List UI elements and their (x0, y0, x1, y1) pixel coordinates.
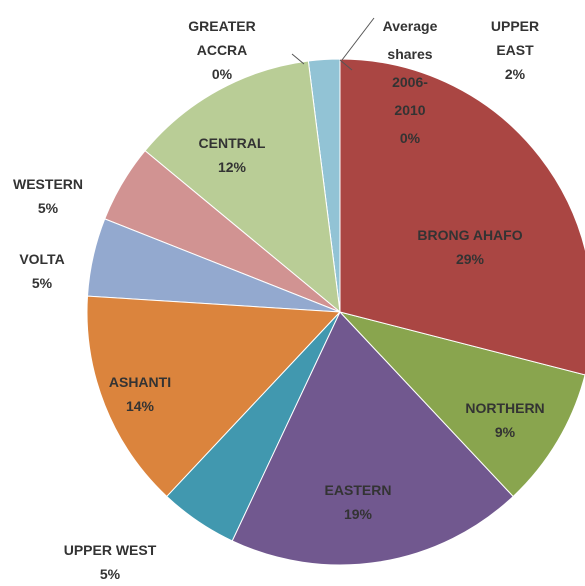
label-value: 0% (399, 130, 421, 146)
leader-line (341, 17, 375, 61)
label-category: NORTHERN (465, 400, 545, 416)
data-label: GREATER ACCRA 0% (177, 14, 267, 86)
pie-slice (86, 295, 342, 498)
data-label: ASHANTI 14% (90, 370, 190, 418)
label-category: UPPER WEST (63, 542, 157, 558)
leader-line (339, 59, 353, 71)
data-label: NORTHERN 9% (445, 396, 565, 444)
data-label: EASTERN 19% (298, 478, 418, 526)
leader-line (291, 53, 305, 65)
data-label: WESTERN 5% (8, 172, 88, 220)
pie-slice (339, 58, 585, 376)
data-label: CENTRAL 12% (182, 131, 282, 179)
data-label: Average shares 2006-2010 0% (379, 12, 441, 152)
label-category: WESTERN (13, 176, 83, 192)
label-value: 19% (343, 506, 373, 522)
data-label: UPPER WEST 5% (45, 538, 175, 586)
pie-slice (144, 60, 341, 314)
label-category: BRONG AHAFO (417, 227, 523, 243)
data-label: VOLTA 5% (7, 247, 77, 295)
label-value: 5% (37, 200, 59, 216)
label-category: ASHANTI (108, 374, 172, 390)
pie-slice (338, 311, 585, 498)
label-category: GREATER ACCRA (188, 18, 256, 58)
data-label: BRONG AHAFO 29% (400, 223, 540, 271)
label-value: 2% (504, 66, 526, 82)
label-category: CENTRAL (198, 135, 266, 151)
pie-slice (231, 311, 514, 566)
label-category: VOLTA (19, 251, 65, 267)
label-value: 12% (217, 159, 247, 175)
label-value: 29% (455, 251, 485, 267)
label-value: 0% (211, 66, 233, 82)
label-category: Average shares 2006-2010 (382, 18, 438, 118)
label-category: EASTERN (324, 482, 392, 498)
data-label: UPPER EAST 2% (480, 14, 550, 86)
label-category: UPPER EAST (490, 18, 540, 58)
label-value: 5% (31, 275, 53, 291)
label-value: 9% (494, 424, 516, 440)
label-value: 14% (125, 398, 155, 414)
label-value: 5% (99, 566, 121, 582)
